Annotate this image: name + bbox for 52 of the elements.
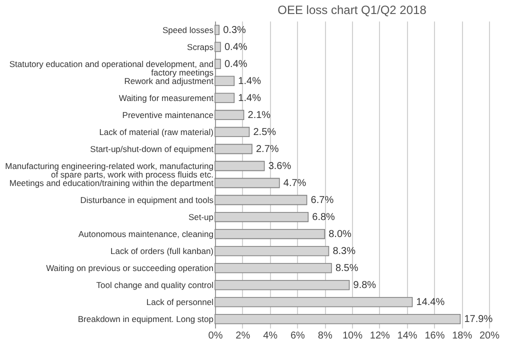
data-label: 14.4% [416, 297, 445, 308]
bar [214, 58, 221, 70]
y-tick-label: Disturbance in equipment and tools [80, 195, 214, 206]
bar [214, 76, 235, 86]
data-label: 0.4% [224, 42, 248, 53]
x-tick-label: 2% [236, 330, 250, 342]
y-tick-label: Manufacturing engineering-related work, manufacturing of spare parts, work with process fluids etc. [5, 160, 214, 180]
y-tick-label: Tool change and quality control [96, 280, 214, 290]
x-tick-label: 20% [479, 330, 500, 342]
x-tick-label: 10% [342, 330, 363, 342]
data-label: 9.8% [353, 280, 376, 292]
x-tick-label: 16% [424, 330, 445, 342]
bar [214, 42, 221, 52]
x-tick-label: 12% [370, 330, 390, 342]
x-tick-label: 14% [397, 330, 418, 342]
data-label: 2.7% [256, 144, 279, 155]
data-label: 6.8% [312, 212, 336, 224]
y-tick-label: Lack of material (raw material) [99, 126, 214, 137]
data-label: 2.1% [248, 110, 271, 121]
y-tick-label: Set-up [188, 212, 214, 222]
data-label: 1.4% [238, 76, 262, 87]
bar [214, 92, 235, 104]
y-tick-label: Preventive maintenance [122, 110, 214, 120]
data-label: 1.4% [238, 92, 262, 104]
y-tick-label: Lack of orders (full kanban) [110, 246, 214, 256]
data-label: 0.3% [223, 24, 246, 36]
x-tick-label: 6% [290, 330, 306, 342]
x-tick-label: 0% [208, 330, 223, 342]
data-label: 17.9% [464, 314, 493, 326]
data-label: 6.7% [310, 195, 334, 206]
y-tick-label: Autonomous maintenance, cleaning [78, 229, 214, 240]
y-tick-label: Scraps [187, 42, 214, 52]
x-tick-label: 4% [263, 330, 278, 342]
y-tick-label: Waiting for measurement [118, 92, 214, 103]
data-label: 3.6% [268, 160, 292, 172]
bar [214, 24, 220, 36]
chart-title: OEE loss chart Q1/Q2 2018 [278, 3, 427, 17]
data-label: 4.7% [283, 178, 306, 190]
y-tick-label: Waiting on previous or succeeding operation [46, 263, 214, 274]
y-tick-label: Meetings and education/training within the department [9, 178, 214, 188]
data-label: 8.5% [335, 263, 358, 274]
data-label: 8.3% [332, 246, 356, 258]
y-tick-label: Lack of personnel [146, 297, 214, 308]
y-tick-label: Start-up/shut-down of equipment [90, 144, 214, 154]
x-tick-label: 18% [452, 330, 472, 342]
data-label: 2.5% [253, 126, 276, 138]
data-label: 8.0% [328, 229, 352, 240]
data-label: 0.4% [224, 58, 248, 70]
y-tick-label: Speed losses [162, 24, 214, 35]
y-tick-label: Statutory education and operational development, and factory meetings [9, 58, 214, 78]
y-tick-label: Breakdown in equipment. Long stop [78, 314, 214, 324]
x-tick-label: 8% [318, 330, 332, 342]
